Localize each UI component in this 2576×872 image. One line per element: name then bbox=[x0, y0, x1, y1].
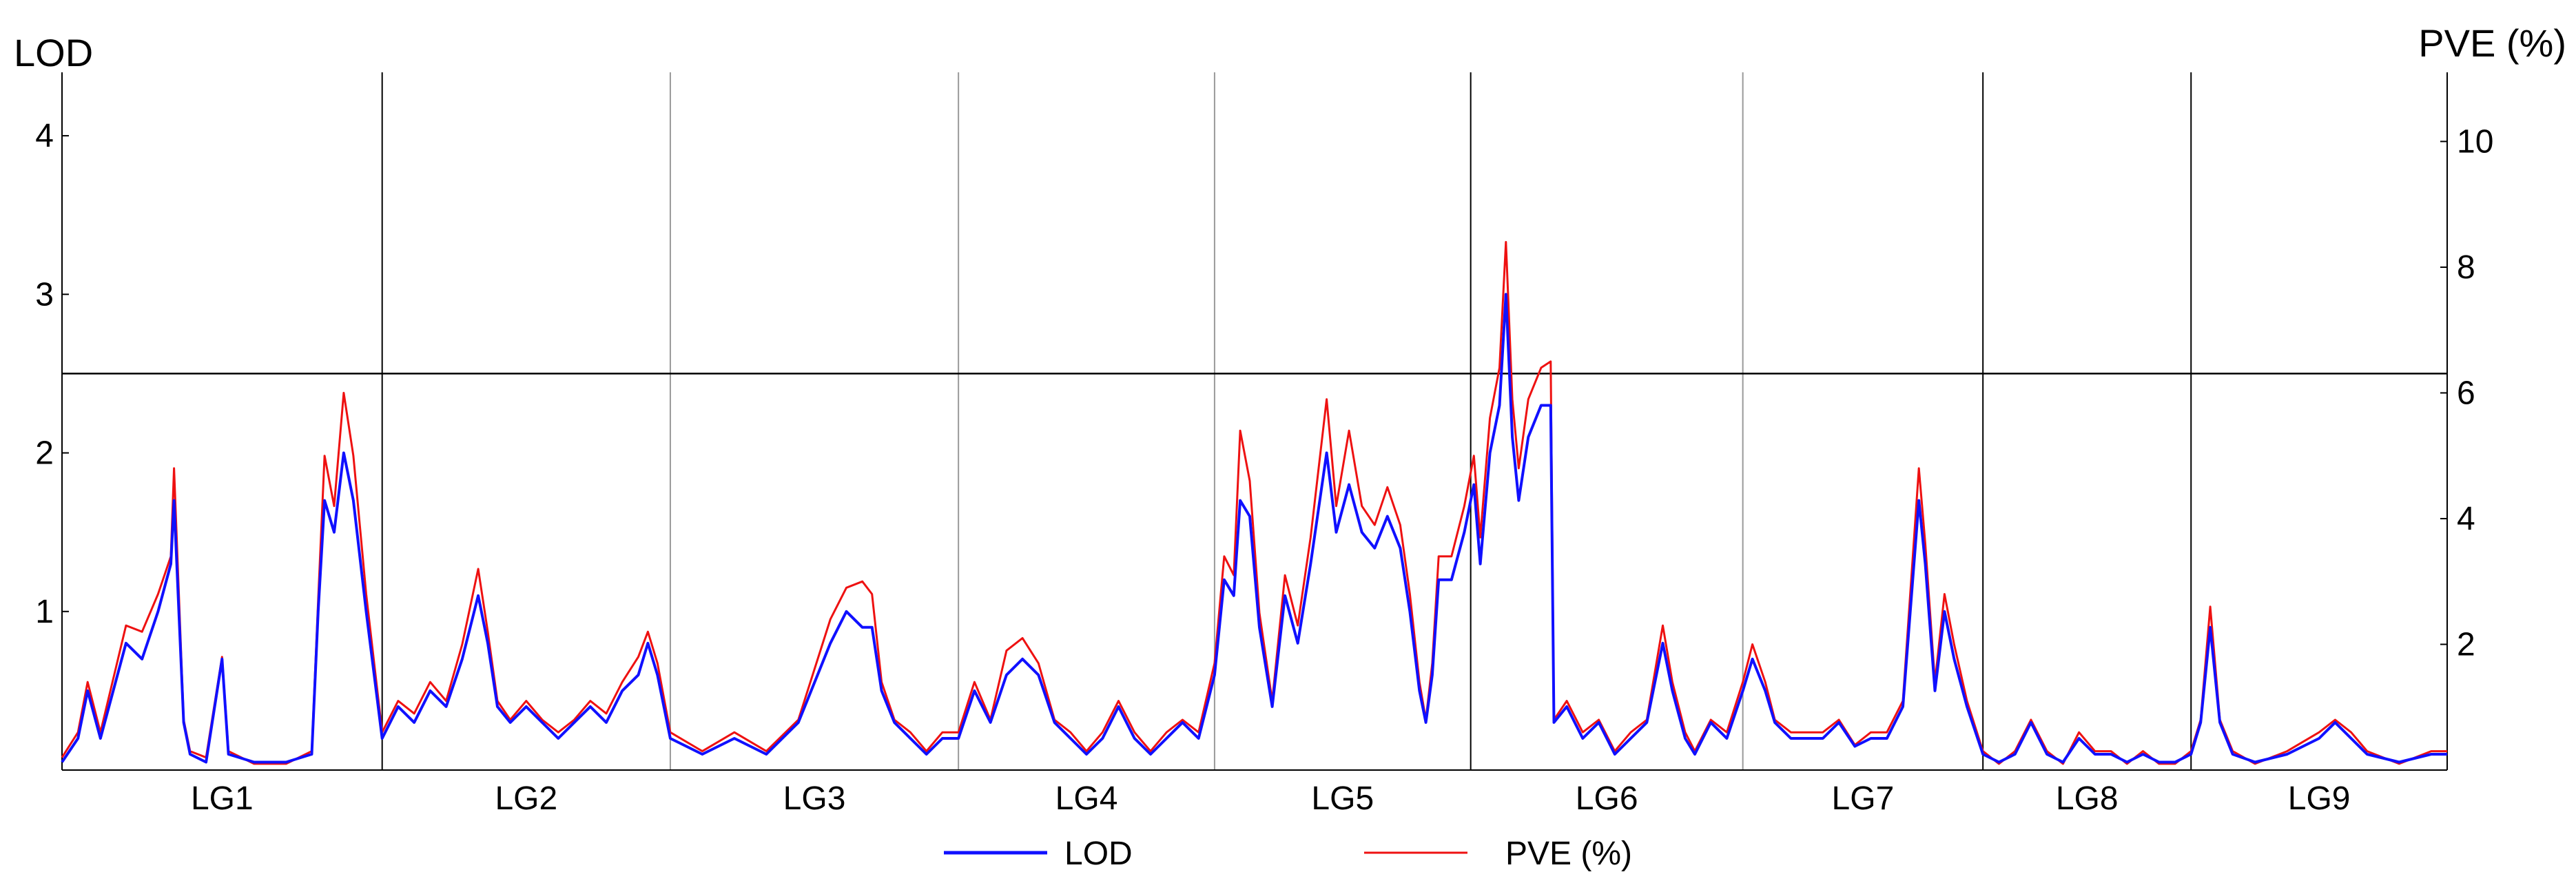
legend-lod-label: LOD bbox=[1064, 835, 1133, 872]
left-axis: 1 2 3 4 bbox=[35, 72, 69, 770]
right-tick-label: 10 bbox=[2457, 123, 2493, 160]
lg-label: LG7 bbox=[1832, 780, 1895, 817]
lg-label: LG8 bbox=[2056, 780, 2119, 817]
lg-label: LG1 bbox=[191, 780, 254, 817]
lg-label: LG3 bbox=[783, 780, 846, 817]
lg-label: LG5 bbox=[1311, 780, 1374, 817]
lg-label: LG9 bbox=[2288, 780, 2351, 817]
legend-pve-label: PVE (%) bbox=[1505, 835, 1632, 872]
right-axis: 2 4 6 8 10 bbox=[2440, 72, 2493, 770]
left-axis-title: LOD bbox=[14, 31, 93, 74]
right-tick-label: 8 bbox=[2457, 249, 2475, 286]
right-tick-label: 2 bbox=[2457, 626, 2475, 663]
lg-label: LG4 bbox=[1055, 780, 1118, 817]
lod-series-line bbox=[61, 293, 2447, 764]
left-tick-label: 3 bbox=[35, 276, 54, 313]
lg-label: LG2 bbox=[495, 780, 557, 817]
right-tick-label: 6 bbox=[2457, 375, 2475, 411]
series-layer bbox=[61, 240, 2447, 765]
linkage-group-dividers bbox=[381, 72, 2192, 770]
lg-label: LG6 bbox=[1576, 780, 1638, 817]
right-tick-label: 4 bbox=[2457, 501, 2475, 537]
left-tick-label: 4 bbox=[35, 118, 54, 154]
left-tick-label: 2 bbox=[35, 435, 54, 472]
category-labels: LG1 LG2 LG3 LG4 LG5 LG6 LG7 LG8 LG9 bbox=[191, 780, 2351, 817]
left-tick-label: 1 bbox=[35, 594, 54, 630]
legend: LOD PVE (%) bbox=[944, 835, 1632, 872]
right-axis-title: PVE (%) bbox=[2418, 21, 2566, 65]
pve-series-line bbox=[61, 240, 2447, 765]
